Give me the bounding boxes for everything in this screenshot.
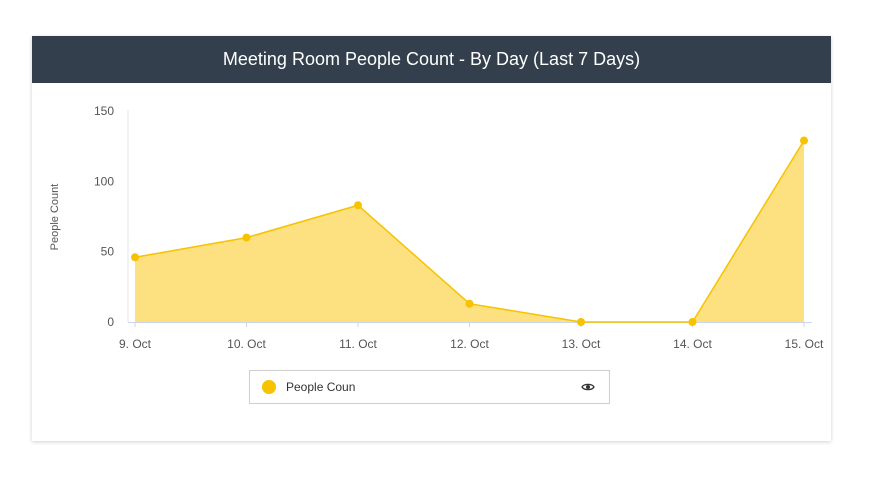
area-chart: People Count 0 50 100 150 9. Oct 10. Oct 11. …	[49, 104, 824, 351]
series-area	[135, 140, 804, 322]
data-point[interactable]	[465, 299, 474, 308]
x-tick-label: 14. Oct	[673, 337, 712, 351]
legend-label: People Coun	[286, 380, 356, 394]
data-point[interactable]	[800, 136, 808, 145]
x-tick-label: 9. Oct	[119, 337, 152, 351]
y-tick-label: 100	[94, 174, 114, 188]
chart-card: Meeting Room People Count - By Day (Last…	[32, 36, 831, 441]
data-point[interactable]	[131, 253, 139, 262]
x-axis: 9. Oct 10. Oct 11. Oct 12. Oct 13. Oct 14. Oc…	[119, 322, 824, 351]
legend[interactable]: People Coun	[249, 370, 610, 404]
x-tick-label: 12. Oct	[450, 337, 489, 351]
x-tick-label: 11. Oct	[339, 337, 377, 351]
x-tick-label: 15. Oct	[785, 337, 824, 351]
y-axis-title: People Count	[49, 184, 61, 251]
series-people-count	[131, 136, 808, 326]
eye-icon[interactable]	[581, 382, 595, 392]
data-point[interactable]	[688, 318, 697, 326]
data-point[interactable]	[242, 233, 251, 242]
x-tick-label: 13. Oct	[562, 337, 601, 351]
data-point[interactable]	[577, 318, 585, 326]
y-tick-label: 50	[101, 245, 115, 259]
y-tick-label: 150	[94, 104, 114, 118]
y-axis: 0 50 100 150	[94, 104, 114, 329]
chart-title: Meeting Room People Count - By Day (Last…	[222, 49, 641, 69]
legend-marker	[262, 380, 276, 394]
y-tick-label: 0	[107, 315, 114, 329]
x-tick-label: 10. Oct	[227, 337, 266, 351]
data-point[interactable]	[354, 201, 362, 210]
chart-header: Meeting Room People Count - By Day (Last…	[32, 36, 831, 83]
